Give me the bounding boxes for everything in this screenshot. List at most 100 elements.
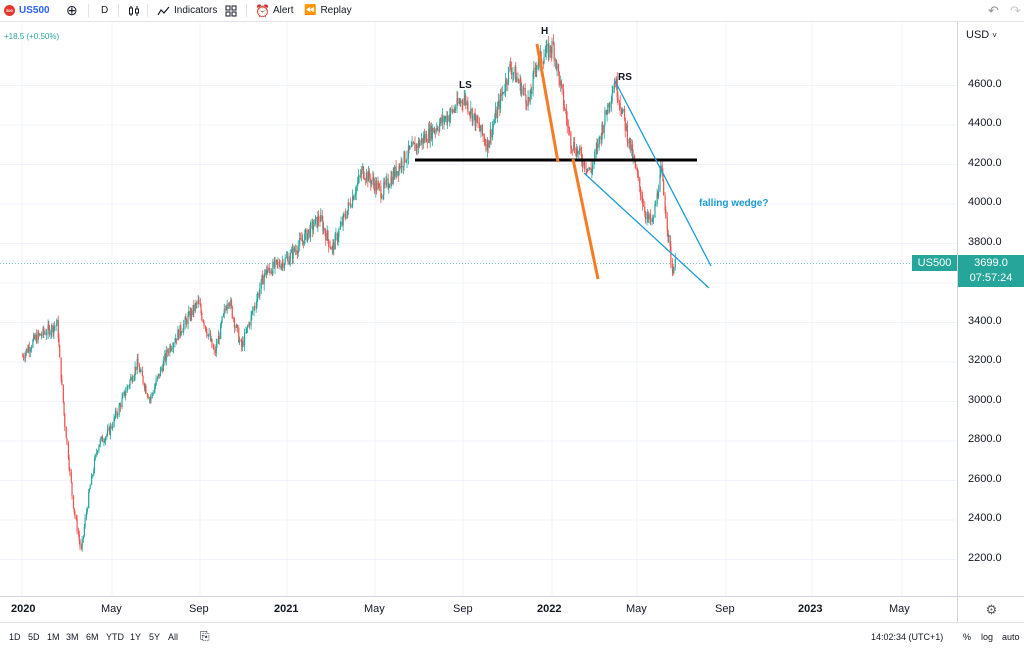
candle-body xyxy=(464,96,466,99)
candle-body xyxy=(85,512,88,518)
candle-body xyxy=(519,79,521,84)
candle-body xyxy=(267,267,269,272)
candle-body xyxy=(452,109,454,113)
candle-body xyxy=(407,145,410,158)
candle-body xyxy=(581,153,583,162)
candle-body xyxy=(571,149,573,151)
candle-body xyxy=(228,303,230,306)
candle-body xyxy=(504,79,507,91)
auto-scale-toggle[interactable]: auto xyxy=(1002,632,1020,642)
range-button-1y[interactable]: 1Y xyxy=(130,632,142,642)
candle-body xyxy=(441,118,443,123)
candle-body xyxy=(634,161,636,168)
candle-body xyxy=(79,540,81,548)
indicators-button[interactable]: Indicators xyxy=(157,0,217,21)
candle-body xyxy=(504,90,506,93)
candle-body xyxy=(284,257,286,264)
undo-button[interactable]: ↶ xyxy=(988,0,999,21)
redo-button[interactable]: ↷ xyxy=(1010,0,1021,21)
clock-time[interactable]: 14:02:34 (UTC+1) xyxy=(871,632,944,642)
candle-body xyxy=(46,333,48,335)
candle-body xyxy=(591,171,593,173)
date-range-button[interactable]: ⎘ xyxy=(200,629,210,644)
candle-body xyxy=(22,356,24,357)
candle-body xyxy=(335,234,337,236)
candle-body xyxy=(319,221,321,222)
interval-label: D xyxy=(101,5,109,16)
candle-body xyxy=(86,507,88,513)
candle-body xyxy=(207,334,209,337)
candle-body xyxy=(225,308,227,310)
range-button-ytd[interactable]: YTD xyxy=(106,632,124,642)
candle-body xyxy=(449,115,451,121)
candle-body xyxy=(614,82,616,87)
range-button-5y[interactable]: 5Y xyxy=(149,632,161,642)
candle-body xyxy=(132,379,134,382)
candle-body xyxy=(154,384,157,389)
candle-body xyxy=(383,182,386,185)
range-button-1d[interactable]: 1D xyxy=(9,632,21,642)
price-chart[interactable] xyxy=(0,22,957,596)
candle-body xyxy=(411,142,413,147)
candle-body xyxy=(112,426,114,428)
candle-body xyxy=(453,109,455,113)
candle-body xyxy=(75,516,77,519)
candle-body xyxy=(170,345,172,351)
candle-body xyxy=(456,98,458,109)
candle-body xyxy=(174,342,176,344)
price-axis[interactable]: USD ˅ 4600.0 4400.0 4200.0 4000.0 3800.0… xyxy=(957,22,1024,596)
compare-button[interactable]: ⊕ xyxy=(66,0,78,21)
alert-button[interactable]: ⏰ Alert xyxy=(255,0,294,21)
range-button-6m[interactable]: 6M xyxy=(86,632,99,642)
candle-body xyxy=(547,43,549,58)
candle-body xyxy=(91,475,93,477)
candle-body xyxy=(228,303,230,307)
candle-body xyxy=(395,166,397,177)
candle-body xyxy=(350,206,352,208)
candle-body xyxy=(152,393,154,394)
replay-button[interactable]: ⏪ Replay xyxy=(304,0,352,21)
alert-label: Alert xyxy=(272,5,294,16)
range-button-all[interactable]: All xyxy=(168,632,179,642)
candle-body xyxy=(259,288,261,296)
log-scale-toggle[interactable]: log xyxy=(981,632,994,642)
candle-body xyxy=(535,68,537,70)
candle-body xyxy=(326,230,328,241)
chart-settings-button[interactable]: ⚙ xyxy=(957,596,1024,623)
candle-body xyxy=(258,293,260,296)
time-axis[interactable]: 2020 May Sep 2021 May Sep 2022 May Sep 2… xyxy=(0,596,957,623)
candle-body xyxy=(81,538,83,549)
candle-body xyxy=(99,439,101,445)
candle-body xyxy=(428,128,430,143)
candle-body xyxy=(143,383,146,389)
candle-body xyxy=(56,319,58,326)
currency-selector[interactable]: USD ˅ xyxy=(966,29,997,41)
candle-body xyxy=(278,262,280,266)
candle-body xyxy=(254,307,256,308)
candle-body xyxy=(40,335,43,337)
interval-button[interactable]: D xyxy=(101,0,108,21)
range-button-5d[interactable]: 5D xyxy=(28,632,40,642)
candle-body xyxy=(652,217,655,219)
candle-body xyxy=(607,103,609,115)
candle-body xyxy=(66,437,68,443)
candle-body xyxy=(616,79,618,98)
symbol-search[interactable]: 500 US500 xyxy=(4,0,50,21)
candle-body xyxy=(167,349,169,353)
candle-body xyxy=(539,51,541,56)
candle-body xyxy=(136,358,138,370)
range-button-1m[interactable]: 1M xyxy=(47,632,60,642)
chart-type-button[interactable] xyxy=(128,0,140,21)
candle-body xyxy=(164,354,166,361)
candle-body xyxy=(296,250,298,253)
price-tick: 2200.0 xyxy=(968,552,1002,564)
candle-body xyxy=(216,343,218,345)
percent-scale-toggle[interactable]: % xyxy=(963,632,972,642)
candle-body xyxy=(38,332,40,336)
candle-body xyxy=(167,352,170,354)
candle-body xyxy=(473,113,476,115)
candle-body xyxy=(337,236,339,242)
range-button-3m[interactable]: 3M xyxy=(66,632,79,642)
candle-body xyxy=(172,343,175,349)
templates-button[interactable] xyxy=(225,0,237,21)
